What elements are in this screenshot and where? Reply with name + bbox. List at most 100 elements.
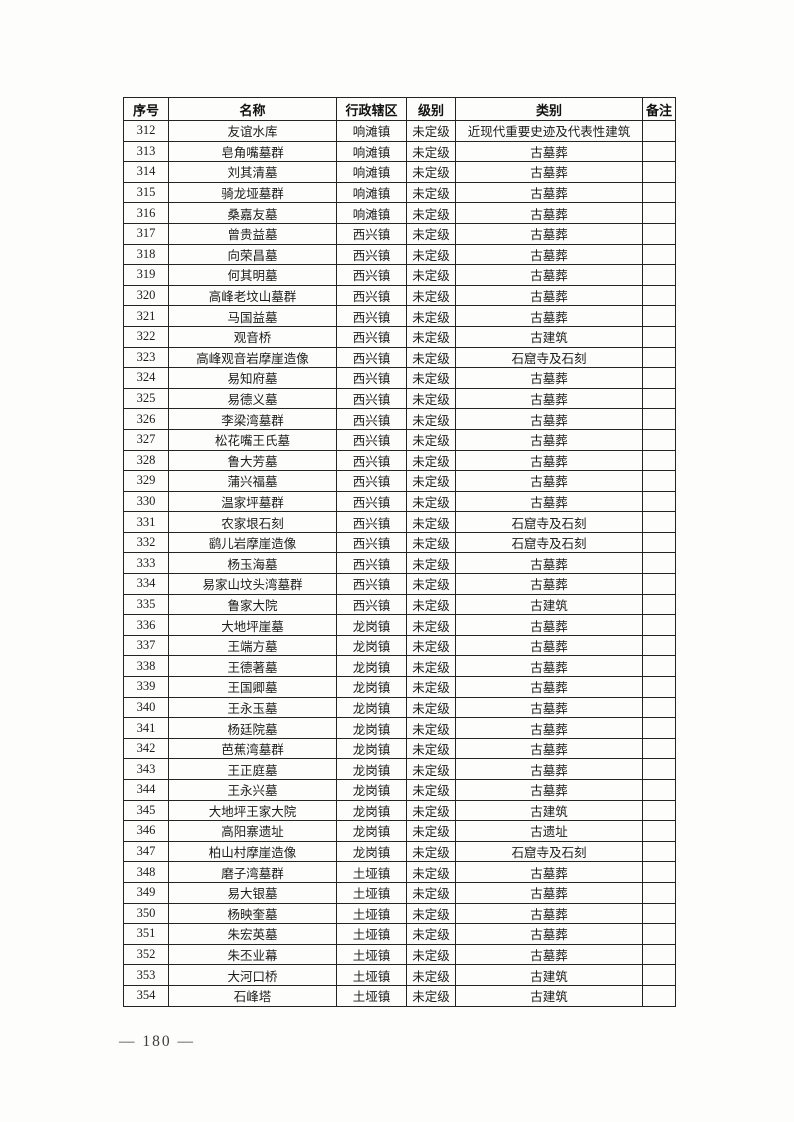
cell-seq: 348 — [123, 861, 169, 883]
cell-category: 古建筑 — [455, 984, 643, 1007]
cell-seq: 319 — [123, 264, 169, 286]
cell-remark — [642, 428, 676, 451]
cell-seq: 352 — [123, 943, 169, 966]
cell-remark — [642, 943, 676, 966]
cell-level: 未定级 — [406, 161, 456, 183]
cell-category: 石窟寺及石刻 — [455, 840, 643, 863]
cell-category: 古墓葬 — [455, 243, 643, 266]
cell-remark — [642, 284, 676, 307]
cell-remark — [642, 243, 676, 266]
cell-seq: 339 — [123, 676, 169, 698]
cell-level: 未定级 — [406, 820, 456, 842]
cell-name: 朱丕业幕 — [168, 943, 337, 966]
cell-district: 土垭镇 — [336, 943, 407, 966]
table-row: 340 王永玉墓 龙岗镇 未定级 古墓葬 — [123, 696, 676, 719]
cell-category: 古遗址 — [455, 820, 643, 842]
cell-name: 桑嘉友墓 — [168, 202, 337, 224]
cell-name: 李梁湾墓群 — [168, 408, 337, 430]
cell-level: 未定级 — [406, 387, 456, 410]
table-row: 327 松花嘴王氏墓 西兴镇 未定级 古墓葬 — [123, 428, 676, 451]
cell-district: 西兴镇 — [336, 470, 407, 492]
cell-level: 未定级 — [406, 222, 456, 245]
cell-name: 易德义墓 — [168, 387, 337, 410]
table-row: 324 易知府墓 西兴镇 未定级 古墓葬 — [123, 367, 676, 389]
cell-level: 未定级 — [406, 984, 456, 1007]
cell-seq: 335 — [123, 593, 169, 616]
cell-district: 土垭镇 — [336, 923, 407, 945]
cell-remark — [642, 964, 676, 986]
cell-level: 未定级 — [406, 470, 456, 492]
cell-district: 西兴镇 — [336, 243, 407, 266]
cell-district: 龙岗镇 — [336, 655, 407, 678]
table-row: 318 向荣昌墓 西兴镇 未定级 古墓葬 — [123, 243, 676, 266]
cell-seq: 315 — [123, 181, 169, 204]
cell-district: 土垭镇 — [336, 984, 407, 1007]
table-row: 316 桑嘉友墓 响滩镇 未定级 古墓葬 — [123, 202, 676, 224]
cell-name: 芭蕉湾墓群 — [168, 737, 337, 760]
cell-name: 向荣昌墓 — [168, 243, 337, 266]
cell-name: 王永兴墓 — [168, 779, 337, 801]
cell-name: 友谊水库 — [168, 120, 337, 142]
cell-seq: 329 — [123, 470, 169, 492]
cell-category: 古建筑 — [455, 964, 643, 986]
cell-remark — [642, 881, 676, 904]
cell-category: 古墓葬 — [455, 614, 643, 636]
cell-district: 响滩镇 — [336, 120, 407, 142]
cell-remark — [642, 861, 676, 883]
cell-district: 龙岗镇 — [336, 799, 407, 822]
cell-seq: 327 — [123, 428, 169, 451]
column-header-seq: 序号 — [123, 97, 169, 121]
cell-level: 未定级 — [406, 758, 456, 780]
cell-level: 未定级 — [406, 840, 456, 863]
cell-seq: 317 — [123, 222, 169, 245]
cell-name: 大地坪王家大院 — [168, 799, 337, 822]
cell-category: 古墓葬 — [455, 449, 643, 472]
cell-seq: 326 — [123, 408, 169, 430]
cell-district: 龙岗镇 — [336, 614, 407, 636]
cell-level: 未定级 — [406, 449, 456, 472]
cell-level: 未定级 — [406, 325, 456, 348]
cell-category: 古墓葬 — [455, 222, 643, 245]
cell-remark — [642, 923, 676, 945]
cell-name: 曾贵益墓 — [168, 222, 337, 245]
column-header-level: 级别 — [406, 97, 456, 121]
cell-remark — [642, 470, 676, 492]
table-row: 346 高阳寨遗址 龙岗镇 未定级 古遗址 — [123, 820, 676, 842]
table-row: 333 杨玉海墓 西兴镇 未定级 古墓葬 — [123, 552, 676, 575]
cell-remark — [642, 202, 676, 224]
cell-seq: 346 — [123, 820, 169, 842]
column-header-name: 名称 — [168, 97, 337, 121]
cell-seq: 332 — [123, 531, 169, 554]
cell-level: 未定级 — [406, 284, 456, 307]
cell-category: 古墓葬 — [455, 408, 643, 430]
table-row: 334 易家山坟头湾墓群 西兴镇 未定级 古墓葬 — [123, 573, 676, 595]
table-row: 313 皂角嘴墓群 响滩镇 未定级 古墓葬 — [123, 140, 676, 163]
cell-remark — [642, 305, 676, 327]
cell-level: 未定级 — [406, 861, 456, 883]
cell-name: 王国卿墓 — [168, 676, 337, 698]
cell-name: 王端方墓 — [168, 634, 337, 657]
cell-category: 古墓葬 — [455, 140, 643, 163]
table-row: 341 杨廷院墓 龙岗镇 未定级 古墓葬 — [123, 717, 676, 739]
table-row: 314 刘其清墓 响滩镇 未定级 古墓葬 — [123, 161, 676, 183]
cell-level: 未定级 — [406, 655, 456, 678]
cell-category: 古墓葬 — [455, 305, 643, 327]
cell-category: 古墓葬 — [455, 696, 643, 719]
cell-category: 古墓葬 — [455, 490, 643, 513]
cell-category: 古墓葬 — [455, 202, 643, 224]
cell-seq: 340 — [123, 696, 169, 719]
table-row: 353 大河口桥 土垭镇 未定级 古建筑 — [123, 964, 676, 986]
cell-name: 王正庭墓 — [168, 758, 337, 780]
cell-category: 古墓葬 — [455, 264, 643, 286]
cell-name: 鲁家大院 — [168, 593, 337, 616]
cell-district: 龙岗镇 — [336, 696, 407, 719]
cell-name: 何其明墓 — [168, 264, 337, 286]
cell-name: 王德著墓 — [168, 655, 337, 678]
table-row: 345 大地坪王家大院 龙岗镇 未定级 古建筑 — [123, 799, 676, 822]
cell-name: 高峰观音岩摩崖造像 — [168, 346, 337, 369]
cell-name: 骑龙垭墓群 — [168, 181, 337, 204]
cell-remark — [642, 737, 676, 760]
cell-district: 土垭镇 — [336, 861, 407, 883]
cell-name: 王永玉墓 — [168, 696, 337, 719]
